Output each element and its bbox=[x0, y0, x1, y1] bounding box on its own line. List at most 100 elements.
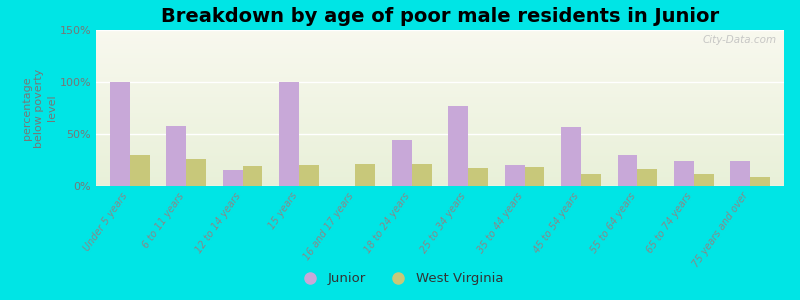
Bar bbox=[96, 125, 784, 127]
Bar bbox=[299, 165, 318, 186]
Bar bbox=[730, 161, 750, 186]
Title: Breakdown by age of poor male residents in Junior: Breakdown by age of poor male residents … bbox=[161, 7, 719, 26]
Bar bbox=[96, 78, 784, 80]
Bar bbox=[96, 82, 784, 83]
Bar bbox=[96, 116, 784, 117]
Bar bbox=[96, 114, 784, 116]
Bar bbox=[96, 121, 784, 122]
Bar bbox=[96, 74, 784, 75]
Bar bbox=[96, 80, 784, 82]
Bar bbox=[96, 30, 784, 31]
Bar bbox=[96, 94, 784, 95]
Y-axis label: percentage
below poverty
level: percentage below poverty level bbox=[22, 68, 57, 148]
Bar bbox=[96, 97, 784, 99]
Bar bbox=[96, 53, 784, 55]
Bar bbox=[96, 161, 784, 163]
Bar bbox=[96, 169, 784, 170]
Bar bbox=[96, 155, 784, 156]
Bar bbox=[96, 127, 784, 128]
Bar bbox=[412, 164, 431, 186]
Bar bbox=[96, 139, 784, 141]
Bar bbox=[355, 164, 375, 186]
Bar bbox=[96, 184, 784, 186]
Bar bbox=[96, 164, 784, 166]
Bar bbox=[96, 106, 784, 108]
Bar bbox=[750, 177, 770, 186]
Bar bbox=[449, 106, 468, 186]
Bar bbox=[96, 175, 784, 177]
Bar bbox=[96, 133, 784, 134]
Bar bbox=[96, 131, 784, 133]
Bar bbox=[96, 153, 784, 155]
Bar bbox=[96, 160, 784, 161]
Bar bbox=[96, 75, 784, 77]
Bar bbox=[96, 163, 784, 164]
Bar bbox=[96, 177, 784, 178]
Bar bbox=[96, 167, 784, 169]
Bar bbox=[130, 155, 150, 186]
Bar bbox=[96, 85, 784, 86]
Bar bbox=[96, 55, 784, 56]
Bar bbox=[674, 161, 694, 186]
Bar bbox=[96, 130, 784, 131]
Bar bbox=[96, 33, 784, 35]
Bar bbox=[694, 173, 714, 186]
Bar bbox=[96, 99, 784, 100]
Bar bbox=[96, 102, 784, 103]
Bar bbox=[96, 134, 784, 136]
Bar bbox=[96, 58, 784, 60]
Bar bbox=[562, 127, 581, 186]
Bar bbox=[96, 181, 784, 183]
Bar bbox=[96, 36, 784, 38]
Bar bbox=[96, 100, 784, 102]
Bar bbox=[186, 159, 206, 186]
Bar bbox=[96, 92, 784, 94]
Bar bbox=[96, 144, 784, 146]
Bar bbox=[96, 150, 784, 152]
Bar bbox=[96, 95, 784, 97]
Bar bbox=[96, 61, 784, 63]
Bar bbox=[96, 32, 784, 33]
Text: City-Data.com: City-Data.com bbox=[703, 35, 777, 45]
Bar bbox=[505, 165, 525, 186]
Bar bbox=[96, 113, 784, 114]
Bar bbox=[96, 86, 784, 88]
Bar bbox=[242, 166, 262, 186]
Bar bbox=[96, 136, 784, 138]
Bar bbox=[96, 41, 784, 43]
Bar bbox=[96, 66, 784, 68]
Bar bbox=[96, 72, 784, 74]
Bar bbox=[96, 103, 784, 105]
Bar bbox=[96, 180, 784, 181]
Bar bbox=[166, 126, 186, 186]
Bar bbox=[96, 158, 784, 160]
Bar bbox=[638, 169, 657, 186]
Bar bbox=[96, 105, 784, 106]
Bar bbox=[96, 38, 784, 39]
Bar bbox=[96, 89, 784, 91]
Bar bbox=[392, 140, 412, 186]
Bar bbox=[96, 43, 784, 44]
Bar bbox=[96, 64, 784, 66]
Bar bbox=[96, 178, 784, 180]
Bar bbox=[96, 47, 784, 49]
Bar bbox=[96, 50, 784, 52]
Bar bbox=[96, 77, 784, 78]
Bar bbox=[581, 173, 601, 186]
Bar bbox=[96, 69, 784, 70]
Bar bbox=[96, 142, 784, 144]
Bar bbox=[96, 52, 784, 53]
Legend: Junior, West Virginia: Junior, West Virginia bbox=[292, 267, 508, 290]
Bar bbox=[96, 83, 784, 85]
Bar bbox=[96, 91, 784, 92]
Bar bbox=[96, 117, 784, 119]
Bar bbox=[96, 124, 784, 125]
Bar bbox=[96, 70, 784, 72]
Bar bbox=[96, 119, 784, 121]
Bar bbox=[96, 60, 784, 61]
Bar bbox=[96, 128, 784, 130]
Bar bbox=[96, 146, 784, 147]
Bar bbox=[279, 82, 299, 186]
Bar bbox=[223, 170, 242, 186]
Bar bbox=[96, 44, 784, 46]
